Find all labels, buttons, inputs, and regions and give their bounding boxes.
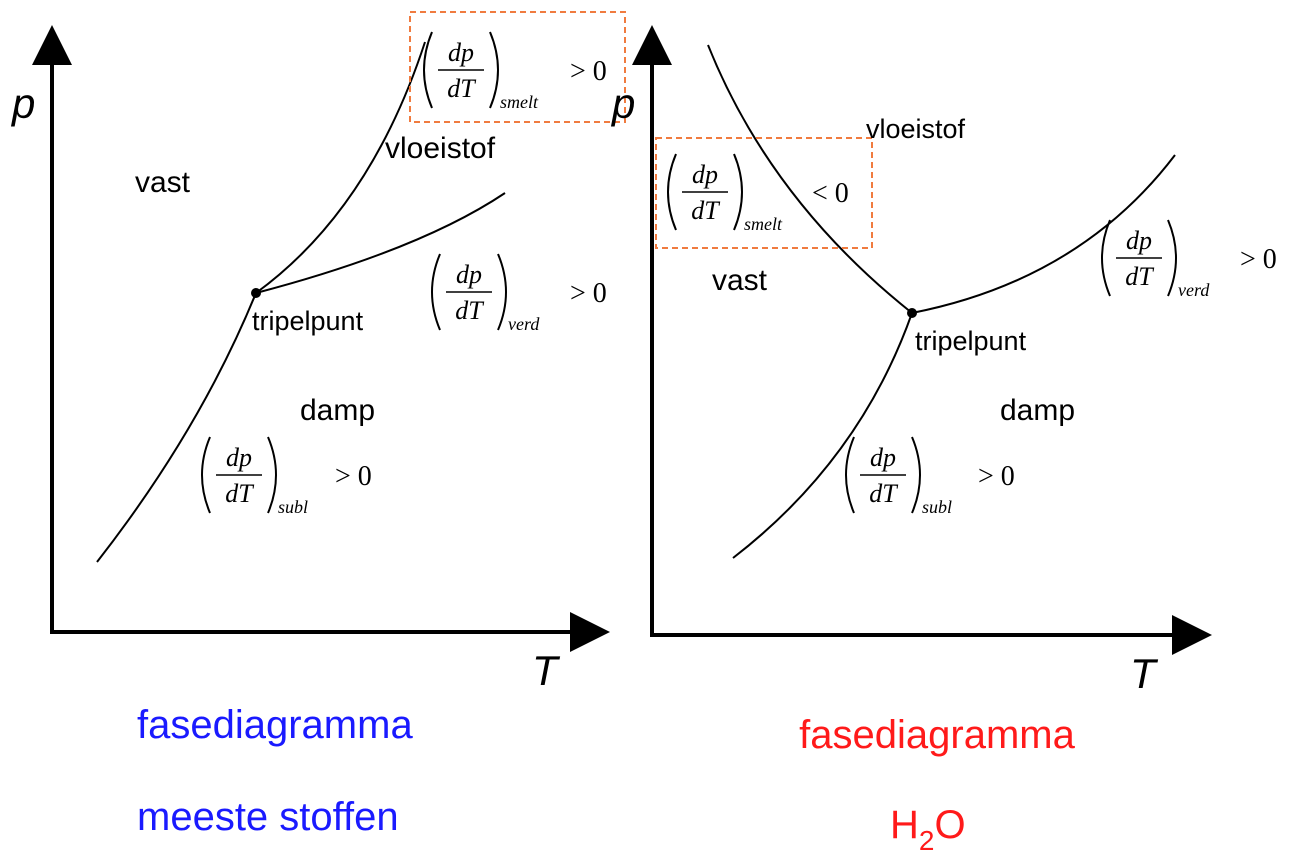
numerator: dp [226, 443, 252, 472]
subscript: smelt [744, 214, 783, 234]
vaporization-curve [255, 192, 506, 294]
caption: fasediagramma [137, 703, 413, 747]
denominator: dT [455, 296, 484, 325]
paren [1101, 219, 1111, 297]
numerator: dp [448, 38, 474, 67]
paren [845, 436, 855, 514]
formula-part: 2 [919, 825, 935, 854]
subscript: subl [278, 497, 308, 517]
axis-label: T [1130, 650, 1159, 697]
formula-part: O [934, 803, 965, 847]
denominator: dT [691, 196, 720, 225]
relation: > 0 [570, 56, 607, 87]
paren [667, 153, 677, 231]
numerator: dp [692, 160, 718, 189]
vaporization-curve [911, 154, 1176, 314]
paren [911, 436, 921, 514]
numerator: dp [456, 260, 482, 289]
paren [1167, 219, 1177, 297]
axis-label: p [610, 80, 635, 127]
triple-point-label: tripelpunt [252, 306, 364, 336]
axis-label: T [532, 647, 561, 694]
caption-formula: H2O [890, 803, 966, 854]
denominator: dT [447, 74, 476, 103]
region-label: vast [712, 264, 768, 297]
triple-point [907, 308, 917, 318]
relation: < 0 [812, 178, 849, 209]
subscript: verd [508, 314, 540, 334]
highlight-box [409, 11, 626, 123]
caption: fasediagramma [799, 713, 1075, 757]
sublimation-curve [96, 292, 257, 563]
paren [497, 253, 507, 331]
relation: > 0 [335, 461, 372, 492]
relation: > 0 [570, 278, 607, 309]
paren [201, 436, 211, 514]
region-label: vast [135, 166, 191, 199]
region-label: vloeistof [866, 114, 966, 144]
subscript: verd [1178, 280, 1210, 300]
melting-curve [707, 44, 913, 314]
subscript: smelt [500, 92, 539, 112]
subscript: subl [922, 497, 952, 517]
paren [423, 31, 433, 109]
relation: > 0 [1240, 244, 1277, 275]
melting-curve [255, 41, 426, 294]
relation: > 0 [978, 461, 1015, 492]
highlight-box [655, 137, 873, 249]
numerator: dp [870, 443, 896, 472]
paren [431, 253, 441, 331]
paren [733, 153, 743, 231]
sublimation-curve [732, 312, 913, 559]
paren [489, 31, 499, 109]
region-label: damp [1000, 394, 1075, 427]
numerator: dp [1126, 226, 1152, 255]
denominator: dT [869, 479, 898, 508]
formula-part: H [890, 803, 919, 847]
triple-point-label: tripelpunt [915, 326, 1027, 356]
axis-label: p [10, 80, 35, 127]
paren [267, 436, 277, 514]
denominator: dT [225, 479, 254, 508]
region-label: vloeistof [385, 132, 496, 165]
denominator: dT [1125, 262, 1154, 291]
region-label: damp [300, 394, 375, 427]
triple-point [251, 288, 261, 298]
caption: meeste stoffen [137, 795, 399, 839]
